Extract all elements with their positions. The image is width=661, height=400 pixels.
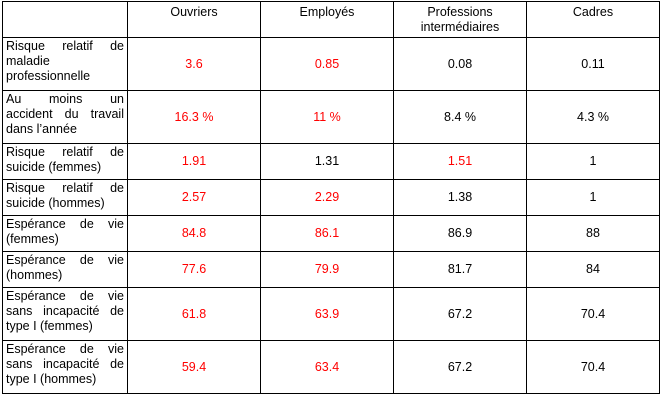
value-cell: 70.4 bbox=[526, 287, 660, 341]
value-cell: 1.51 bbox=[393, 143, 527, 180]
value-cell: 81.7 bbox=[393, 251, 527, 288]
value-cell: 1.91 bbox=[127, 143, 261, 180]
header-cell-professions-intermediaires: Professions intermédiaires bbox=[393, 1, 527, 38]
table-row: Risque relatif de suicide (femmes) 1.91 … bbox=[2, 143, 660, 180]
header-cell-empty bbox=[2, 1, 128, 38]
row-label: Espérance de vie sans incapacité de type… bbox=[2, 287, 128, 341]
value-cell: 84 bbox=[526, 251, 660, 288]
header-cell-ouvriers: Ouvriers bbox=[127, 1, 261, 38]
row-label: Risque relatif de suicide (femmes) bbox=[2, 143, 128, 180]
value-cell: 2.57 bbox=[127, 179, 261, 216]
value-cell: 1 bbox=[526, 179, 660, 216]
value-cell: 84.8 bbox=[127, 215, 261, 252]
value-cell: 3.6 bbox=[127, 37, 261, 91]
row-label: Risque relatif de maladie professionnell… bbox=[2, 37, 128, 91]
statistics-table: Ouvriers Employés Professions intermédia… bbox=[2, 1, 660, 394]
value-cell: 79.9 bbox=[260, 251, 394, 288]
value-cell: 1 bbox=[526, 143, 660, 180]
value-cell: 16.3 % bbox=[127, 90, 261, 144]
row-label: Espérance de vie (femmes) bbox=[2, 215, 128, 252]
value-cell: 63.4 bbox=[260, 340, 394, 394]
value-cell: 86.1 bbox=[260, 215, 394, 252]
row-label: Risque relatif de suicide (hommes) bbox=[2, 179, 128, 216]
value-cell: 70.4 bbox=[526, 340, 660, 394]
value-cell: 88 bbox=[526, 215, 660, 252]
table-row: Risque relatif de suicide (hommes) 2.57 … bbox=[2, 179, 660, 216]
table-row: Espérance de vie (femmes) 84.8 86.1 86.9… bbox=[2, 215, 660, 252]
table-row: Au moins un accident du travail dans l’a… bbox=[2, 90, 660, 144]
value-cell: 8.4 % bbox=[393, 90, 527, 144]
value-cell: 0.11 bbox=[526, 37, 660, 91]
header-row: Ouvriers Employés Professions intermédia… bbox=[2, 1, 660, 38]
value-cell: 86.9 bbox=[393, 215, 527, 252]
table-row: Espérance de vie sans incapacité de type… bbox=[2, 340, 660, 394]
value-cell: 2.29 bbox=[260, 179, 394, 216]
row-label: Au moins un accident du travail dans l’a… bbox=[2, 90, 128, 144]
value-cell: 1.38 bbox=[393, 179, 527, 216]
value-cell: 77.6 bbox=[127, 251, 261, 288]
row-label: Espérance de vie (hommes) bbox=[2, 251, 128, 288]
value-cell: 67.2 bbox=[393, 287, 527, 341]
value-cell: 59.4 bbox=[127, 340, 261, 394]
value-cell: 61.8 bbox=[127, 287, 261, 341]
row-label: Espérance de vie sans incapacité de type… bbox=[2, 340, 128, 394]
value-cell: 11 % bbox=[260, 90, 394, 144]
value-cell: 67.2 bbox=[393, 340, 527, 394]
header-cell-employes: Employés bbox=[260, 1, 394, 38]
value-cell: 0.85 bbox=[260, 37, 394, 91]
value-cell: 63.9 bbox=[260, 287, 394, 341]
value-cell: 4.3 % bbox=[526, 90, 660, 144]
table-row: Espérance de vie (hommes) 77.6 79.9 81.7… bbox=[2, 251, 660, 288]
table-row: Risque relatif de maladie professionnell… bbox=[2, 37, 660, 91]
value-cell: 1.31 bbox=[260, 143, 394, 180]
table-row: Espérance de vie sans incapacité de type… bbox=[2, 287, 660, 341]
header-cell-cadres: Cadres bbox=[526, 1, 660, 38]
value-cell: 0.08 bbox=[393, 37, 527, 91]
